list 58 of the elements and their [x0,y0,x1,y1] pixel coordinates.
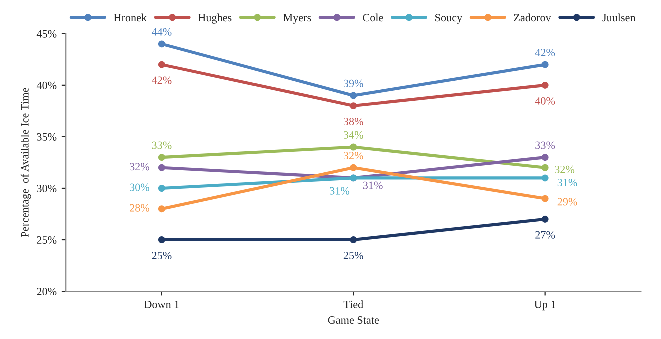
point [542,82,549,89]
data-label: 33% [152,142,172,150]
data-label: 29% [558,198,578,206]
point [158,61,166,68]
point [542,61,549,68]
point [158,154,166,162]
x-tick-label: Tied [344,300,364,308]
point [542,174,549,182]
data-label: 33% [536,142,556,150]
data-label: 38% [344,118,364,126]
point [158,164,166,172]
point [350,164,358,172]
point [542,154,549,162]
data-label: 31% [330,187,350,195]
point [350,236,358,244]
point [350,92,358,100]
legend-label: Zadorov [514,14,552,22]
point [350,102,358,110]
legend-label: Hughes [198,14,232,24]
legend-label: Myers [284,14,312,24]
data-label: 39% [344,80,364,88]
legend-label: Juulsen [602,14,636,22]
point [542,216,549,223]
point [158,236,166,244]
point [542,195,549,202]
data-label: 42% [535,48,556,57]
x-tick-label: Up 1 [534,300,556,311]
legend-label: Soucy [436,14,463,24]
data-label: 34% [344,131,364,139]
point [350,144,358,151]
data-label: 32% [130,163,150,171]
data-label: 44% [152,28,172,36]
data-label: 27% [536,231,556,239]
y-axis-title: Percentage of Available Ice Time [20,88,32,238]
x-tick-label: Down 1 [144,300,180,308]
data-label: 40% [535,97,556,105]
y-tick-label: 40% [36,82,57,90]
legend-label: Cole [363,14,384,22]
legend-label: Hronek [114,14,148,22]
data-label: 32% [344,152,364,160]
point [542,164,549,172]
y-tick-label: 20% [37,288,57,296]
data-label: 25% [152,252,172,260]
data-label: 31% [558,179,578,187]
y-tick-label: 30% [37,184,57,192]
x-axis-title: Game State [328,316,380,324]
data-label: 32% [555,166,575,174]
point [158,40,166,48]
data-label: 42% [152,76,172,84]
data-label: 25% [344,252,364,260]
point [158,185,166,192]
y-tick-label: 25% [37,236,57,244]
data-label: 31% [363,182,383,190]
data-label: 30% [130,184,150,192]
y-tick-label: 35% [37,133,57,141]
y-tick-label: 45% [36,30,57,38]
point [158,206,166,213]
data-label: 28% [130,204,150,212]
